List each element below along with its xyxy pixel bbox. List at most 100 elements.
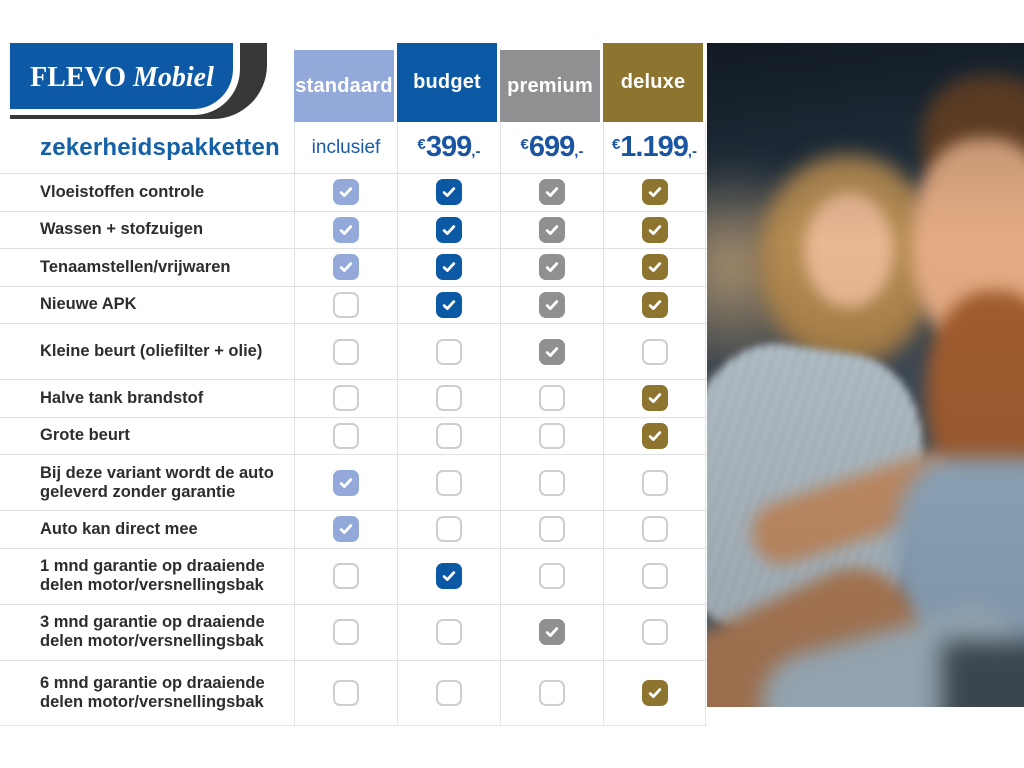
package-header: deluxe [603, 43, 703, 122]
feature-label: 1 mnd garantie op draaiende delen motor/… [40, 557, 265, 594]
feature-checkbox[interactable] [539, 291, 565, 318]
check-cell-budget [397, 211, 500, 248]
feature-checkbox[interactable] [333, 291, 359, 318]
package-price-cell: inclusief [294, 122, 397, 173]
check-cell-deluxe [603, 548, 706, 604]
feature-checkbox[interactable] [641, 216, 668, 243]
feature-label: 6 mnd garantie op draaiende delen motor/… [40, 673, 265, 711]
feature-checkbox[interactable] [333, 254, 359, 281]
feature-checkbox[interactable] [539, 679, 565, 706]
feature-checkbox[interactable] [539, 469, 565, 496]
package-price-cell: € 1.199 ,- [603, 122, 706, 173]
feature-row: Vloeistoffen controle [0, 173, 707, 211]
check-cell-premium [500, 324, 603, 379]
feature-checkbox[interactable] [333, 179, 359, 206]
feature-checkbox[interactable] [333, 338, 359, 365]
feature-checkbox[interactable] [641, 254, 668, 281]
brand-secondary: Mobiel [132, 62, 214, 93]
feature-label: Wassen + stofzuigen [40, 220, 204, 239]
price-row: zekerheidspakketten inclusief € 399 ,- €… [0, 122, 707, 173]
check-cell-standaard [294, 211, 397, 248]
feature-checkbox[interactable] [641, 338, 668, 365]
package-header-label: deluxe [620, 71, 686, 93]
check-cell-deluxe [603, 324, 706, 379]
feature-row: Grote beurt [0, 416, 707, 454]
feature-checkbox[interactable] [539, 563, 565, 589]
feature-checkbox[interactable] [436, 254, 462, 281]
feature-checkbox[interactable] [641, 679, 668, 706]
check-cell-standaard [294, 511, 397, 548]
feature-row: Wassen + stofzuigen [0, 210, 707, 248]
feature-checkbox[interactable] [539, 338, 565, 365]
feature-label: 3 mnd garantie op draaiende delen motor/… [40, 613, 265, 650]
feature-checkbox[interactable] [333, 679, 359, 706]
feature-checkbox[interactable] [641, 469, 668, 496]
feature-label: Kleine beurt (oliefilter + olie) [40, 342, 263, 361]
feature-checkbox[interactable] [539, 385, 565, 412]
feature-checkbox[interactable] [641, 563, 668, 589]
check-cell-premium [500, 211, 603, 248]
check-cell-deluxe [603, 511, 706, 548]
feature-checkbox[interactable] [436, 679, 462, 706]
feature-checkbox[interactable] [436, 563, 462, 589]
package-header: budget [397, 43, 497, 122]
check-cell-deluxe [603, 211, 706, 248]
feature-checkbox[interactable] [539, 216, 565, 243]
feature-checkbox[interactable] [333, 216, 359, 243]
feature-checkbox[interactable] [539, 422, 565, 449]
feature-checkbox[interactable] [333, 563, 359, 589]
feature-checkbox[interactable] [539, 619, 565, 645]
check-cell-premium [500, 660, 603, 725]
feature-checkbox[interactable] [539, 254, 565, 281]
currency-symbol: € [417, 136, 426, 153]
feature-checkbox[interactable] [436, 179, 462, 206]
feature-checkbox[interactable] [333, 469, 359, 496]
check-cell-premium [500, 249, 603, 286]
photo-woman-hair [759, 155, 937, 365]
photo-man-hair [922, 75, 1024, 210]
feature-checkbox[interactable] [436, 338, 462, 365]
feature-checkbox[interactable] [333, 385, 359, 412]
feature-checkbox[interactable] [436, 291, 462, 318]
package-header-label: premium [507, 74, 593, 97]
feature-checkbox[interactable] [436, 619, 462, 645]
check-cell-budget [397, 417, 500, 454]
feature-checkbox[interactable] [436, 469, 462, 496]
feature-rows: Vloeistoffen controle Wassen + stofzuige… [0, 173, 707, 726]
check-cell-standaard [294, 417, 397, 454]
feature-checkbox[interactable] [333, 619, 359, 645]
feature-checkbox[interactable] [641, 385, 668, 412]
feature-checkbox[interactable] [436, 516, 462, 543]
feature-checkbox[interactable] [641, 619, 668, 645]
feature-checkbox[interactable] [333, 422, 359, 449]
feature-checkbox[interactable] [641, 422, 668, 449]
feature-checkbox[interactable] [641, 516, 668, 543]
feature-checkbox[interactable] [641, 291, 668, 318]
feature-row: Nieuwe APK [0, 285, 707, 323]
package-header-label: budget [413, 71, 481, 93]
feature-label: Grote beurt [40, 426, 130, 445]
feature-label: Halve tank brandstof [40, 388, 204, 407]
feature-checkbox[interactable] [539, 516, 565, 543]
check-cell-standaard [294, 604, 397, 660]
check-cell-standaard [294, 174, 397, 211]
feature-checkbox[interactable] [641, 179, 668, 206]
package-header-label: standaard [295, 74, 393, 97]
check-cell-standaard [294, 660, 397, 725]
photo-window-light [707, 133, 817, 403]
price-amount: € 699 ,- [521, 133, 584, 162]
flevo-mobiel-logo: FLEVO Mobiel [10, 43, 268, 121]
feature-checkbox[interactable] [333, 516, 359, 543]
feature-checkbox[interactable] [436, 216, 462, 243]
feature-checkbox[interactable] [436, 422, 462, 449]
feature-row: Halve tank brandstof [0, 379, 707, 417]
currency-symbol: € [611, 136, 621, 153]
price-text: inclusief [311, 136, 381, 158]
check-cell-budget [397, 548, 500, 604]
feature-checkbox[interactable] [539, 179, 565, 206]
photo-man-beard [927, 291, 1024, 491]
feature-checkbox[interactable] [436, 385, 462, 412]
logo-graphic: FLEVO Mobiel [10, 43, 267, 119]
check-cell-budget [397, 249, 500, 286]
